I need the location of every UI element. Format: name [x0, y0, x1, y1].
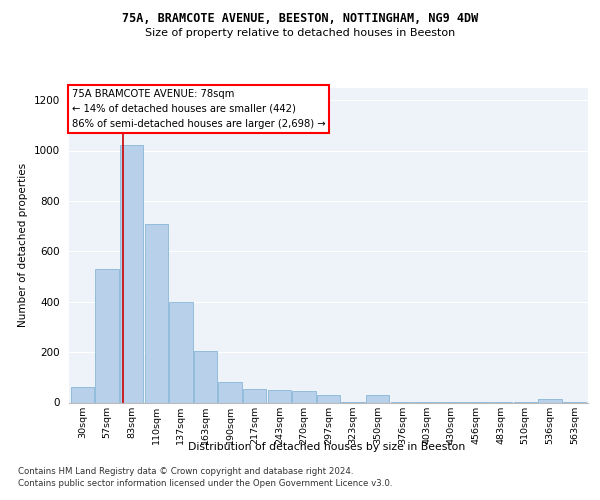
- Bar: [243, 388, 266, 402]
- Bar: [538, 400, 562, 402]
- Bar: [71, 388, 94, 402]
- Text: Distribution of detached houses by size in Beeston: Distribution of detached houses by size …: [188, 442, 466, 452]
- Text: Contains HM Land Registry data © Crown copyright and database right 2024.: Contains HM Land Registry data © Crown c…: [18, 468, 353, 476]
- Y-axis label: Number of detached properties: Number of detached properties: [18, 163, 28, 327]
- Bar: [194, 351, 217, 403]
- Bar: [95, 269, 119, 402]
- Bar: [169, 302, 193, 402]
- Bar: [317, 396, 340, 402]
- Text: 75A BRAMCOTE AVENUE: 78sqm
← 14% of detached houses are smaller (442)
86% of sem: 75A BRAMCOTE AVENUE: 78sqm ← 14% of deta…: [71, 89, 325, 128]
- Text: Contains public sector information licensed under the Open Government Licence v3: Contains public sector information licen…: [18, 479, 392, 488]
- Text: 75A, BRAMCOTE AVENUE, BEESTON, NOTTINGHAM, NG9 4DW: 75A, BRAMCOTE AVENUE, BEESTON, NOTTINGHA…: [122, 12, 478, 26]
- Bar: [145, 224, 168, 402]
- Text: Size of property relative to detached houses in Beeston: Size of property relative to detached ho…: [145, 28, 455, 38]
- Bar: [268, 390, 291, 402]
- Bar: [120, 146, 143, 402]
- Bar: [292, 391, 316, 402]
- Bar: [218, 382, 242, 402]
- Bar: [366, 395, 389, 402]
